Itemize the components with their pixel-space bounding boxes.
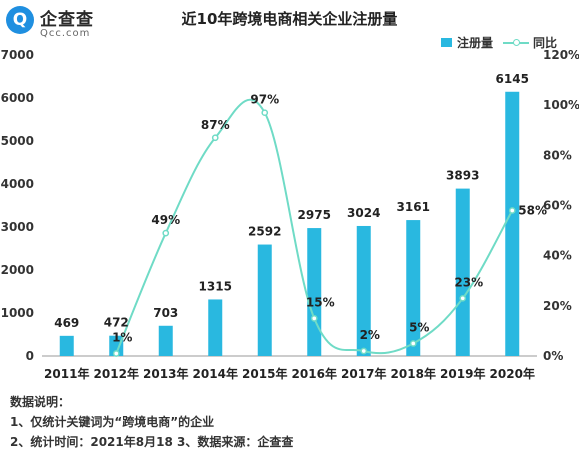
y-right-tick-label: 20% xyxy=(543,299,572,313)
yoy-value-label: 23% xyxy=(454,275,483,289)
bar xyxy=(158,325,173,356)
bar xyxy=(356,225,371,356)
notes-line-2: 2、统计时间：2021年8月18 3、数据来源：企查查 xyxy=(10,435,294,449)
bar xyxy=(307,228,322,356)
bar-value-label: 469 xyxy=(54,316,79,330)
notes-heading: 数据说明： xyxy=(10,395,71,409)
y-left-tick-label: 6000 xyxy=(1,91,34,105)
x-tick-label: 2017年 xyxy=(341,366,386,381)
x-tick-label: 2015年 xyxy=(242,366,287,381)
yoy-line-point xyxy=(409,340,417,347)
bar xyxy=(208,299,223,356)
y-right-tick-label: 0% xyxy=(543,349,563,363)
yoy-value-label: 87% xyxy=(201,118,230,132)
x-tick-label: 2014年 xyxy=(193,366,238,381)
yoy-line-point xyxy=(310,315,318,322)
bar-value-label: 6145 xyxy=(496,72,529,86)
data-notes: 数据说明： 1、仅统计关键词为“跨境电商”的企业 2、统计时间：2021年8月1… xyxy=(10,392,293,452)
x-tick-label: 2019年 xyxy=(440,366,485,381)
yoy-value-label: 97% xyxy=(250,93,279,107)
yoy-line-point xyxy=(162,229,170,237)
y-left-tick-label: 7000 xyxy=(1,48,34,62)
y-right-tick-label: 60% xyxy=(543,199,572,213)
legend-bar-swatch-icon xyxy=(440,38,452,47)
y-right-tick-label: 120% xyxy=(543,48,579,62)
x-tick-label: 2018年 xyxy=(391,366,436,381)
x-tick-label: 2016年 xyxy=(292,366,337,381)
x-tick-label: 2013年 xyxy=(143,366,188,381)
bar-value-label: 472 xyxy=(104,316,129,330)
legend-line-label: 同比 xyxy=(532,36,557,50)
bar-value-label: 703 xyxy=(153,306,178,320)
bar xyxy=(505,91,520,356)
legend-bar-label: 注册量 xyxy=(456,36,493,50)
bar-value-label: 2975 xyxy=(298,208,331,222)
bar-value-label: 2592 xyxy=(248,225,281,239)
yoy-line-point xyxy=(360,347,368,355)
yoy-value-label: 58% xyxy=(518,204,547,218)
bar xyxy=(59,335,74,356)
yoy-value-label: 1% xyxy=(112,330,132,344)
bar-value-label: 1315 xyxy=(199,279,232,293)
x-tick-label: 2020年 xyxy=(490,366,535,381)
y-left-tick-label: 0 xyxy=(26,349,34,363)
y-left-tick-label: 1000 xyxy=(1,306,34,320)
qcc-logo: Q 企查查 Qcc.com xyxy=(6,4,118,42)
yoy-value-label: 49% xyxy=(151,213,180,227)
y-right-tick-label: 80% xyxy=(543,148,572,162)
yoy-line-point xyxy=(211,134,219,142)
y-left-tick-label: 3000 xyxy=(1,220,34,234)
bar xyxy=(406,220,421,356)
y-left-tick-label: 2000 xyxy=(1,263,34,277)
qcc-logo-icon: Q xyxy=(6,6,34,34)
yoy-value-label: 15% xyxy=(306,295,335,309)
yoy-line-point xyxy=(261,109,269,117)
qcc-logo-name: 企查查 xyxy=(40,10,94,30)
chart-legend: 注册量 同比 xyxy=(440,34,557,51)
yoy-line-point xyxy=(508,207,516,214)
notes-line-1: 1、仅统计关键词为“跨境电商”的企业 xyxy=(10,415,215,429)
yoy-value-label: 5% xyxy=(409,320,429,334)
x-tick-label: 2012年 xyxy=(94,366,139,381)
yoy-line-point xyxy=(459,294,467,302)
y-right-tick-label: 100% xyxy=(543,98,579,112)
yoy-value-label: 2% xyxy=(360,328,380,342)
bar-value-label: 3893 xyxy=(446,169,479,183)
y-left-tick-label: 4000 xyxy=(1,177,34,191)
chart-title: 近10年跨境电商相关企业注册量 xyxy=(181,10,398,28)
legend-line-swatch-icon xyxy=(502,38,529,48)
yoy-line-series xyxy=(115,98,514,355)
y-left-tick-label: 5000 xyxy=(1,134,34,148)
bar xyxy=(455,188,470,356)
y-right-tick-label: 40% xyxy=(543,249,572,263)
x-tick-label: 2011年 xyxy=(44,366,89,381)
bar xyxy=(109,335,124,356)
bar-value-label: 3024 xyxy=(347,206,380,220)
bar-value-label: 3161 xyxy=(397,200,430,214)
qcc-logo-domain: Qcc.com xyxy=(40,28,91,39)
yoy-line-point xyxy=(112,350,120,357)
bar xyxy=(257,244,272,356)
